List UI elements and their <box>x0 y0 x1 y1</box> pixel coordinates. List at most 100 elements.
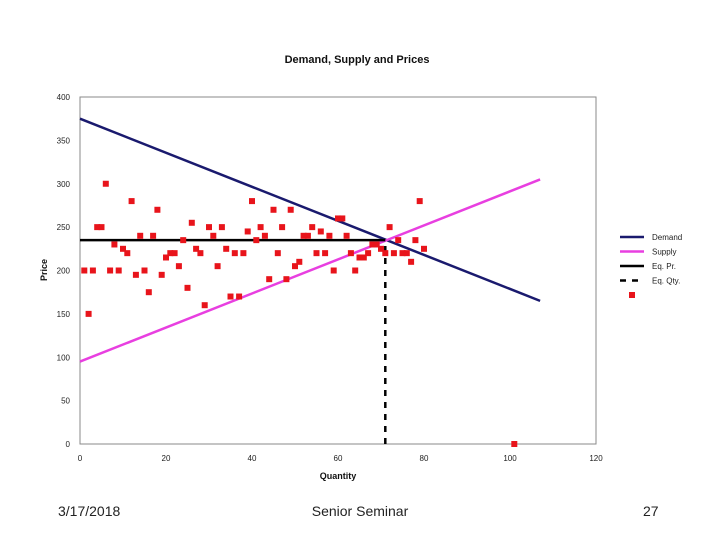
data-point <box>382 250 389 257</box>
y-tick-label: 400 <box>57 93 71 102</box>
data-point <box>171 250 178 257</box>
data-point <box>180 237 187 244</box>
legend-swatch-observations <box>629 292 635 298</box>
data-point <box>270 206 277 213</box>
data-point <box>210 232 217 239</box>
data-point <box>266 276 273 283</box>
data-point <box>395 237 402 244</box>
data-point <box>322 250 329 257</box>
x-tick-label: 80 <box>420 454 429 463</box>
plot-area <box>79 96 597 445</box>
x-tick-label: 0 <box>78 454 83 463</box>
data-point <box>214 263 221 270</box>
data-point <box>158 271 165 278</box>
x-tick-label: 100 <box>503 454 517 463</box>
footer-title: Senior Seminar <box>311 503 409 519</box>
data-point <box>240 250 247 257</box>
chart-title: Demand, Supply and Prices <box>285 54 430 66</box>
data-point <box>283 276 290 283</box>
data-point <box>416 198 423 205</box>
data-point <box>107 267 114 274</box>
data-point <box>274 250 281 257</box>
data-point <box>399 250 406 257</box>
y-axis: 0 50 100 150 200 250 300 350 400 <box>57 93 71 449</box>
data-point <box>292 263 298 270</box>
data-point <box>120 245 126 252</box>
data-point <box>386 224 393 231</box>
data-point <box>330 267 337 274</box>
data-point <box>102 180 109 187</box>
data-point <box>175 263 182 270</box>
data-point <box>85 310 92 317</box>
data-point <box>296 258 303 265</box>
data-point <box>163 254 169 261</box>
data-point <box>369 241 376 248</box>
data-point <box>193 245 200 252</box>
data-point <box>223 245 230 252</box>
data-point <box>253 237 260 244</box>
data-point <box>412 237 419 244</box>
data-point <box>326 232 333 239</box>
legend-label: Eq. Qty. <box>652 277 680 286</box>
data-point <box>249 198 255 205</box>
data-point <box>339 215 346 222</box>
data-point <box>317 228 324 235</box>
data-point <box>335 215 341 222</box>
y-tick-label: 200 <box>57 267 71 276</box>
supply-line <box>79 178 541 363</box>
data-point <box>150 232 157 239</box>
data-point <box>124 250 131 257</box>
legend-label: Demand <box>652 233 682 242</box>
y-tick-label: 50 <box>61 397 70 406</box>
data-point <box>365 250 372 257</box>
x-tick-label: 120 <box>589 454 603 463</box>
data-point <box>188 219 195 226</box>
legend: Demand Supply Eq. Pr. Eq. Qty. <box>620 233 682 298</box>
y-tick-label: 150 <box>57 310 71 319</box>
data-point <box>218 224 225 231</box>
data-point <box>227 293 234 300</box>
data-point <box>421 245 427 252</box>
data-point <box>373 241 380 248</box>
x-tick-label: 20 <box>162 454 171 463</box>
data-point <box>304 232 311 239</box>
data-point <box>206 224 212 231</box>
data-point <box>141 267 148 274</box>
data-point <box>408 258 415 265</box>
page-number: 27 <box>643 503 659 519</box>
data-point <box>167 250 174 257</box>
data-point <box>201 302 208 309</box>
data-point <box>378 245 384 252</box>
y-axis-label: Price <box>39 259 49 281</box>
data-point <box>360 254 367 261</box>
data-point <box>356 254 363 261</box>
data-point <box>197 250 204 257</box>
legend-label: Eq. Pr. <box>652 262 676 271</box>
x-tick-label: 60 <box>334 454 343 463</box>
data-point <box>111 241 118 248</box>
data-point <box>132 271 139 278</box>
data-point <box>81 267 88 274</box>
legend-label: Supply <box>652 248 676 257</box>
data-point <box>115 267 122 274</box>
data-point <box>257 224 264 231</box>
data-point <box>244 228 251 235</box>
y-tick-label: 300 <box>57 180 71 189</box>
data-point <box>261 232 268 239</box>
footer-date: 3/17/2018 <box>58 503 121 519</box>
data-point <box>98 224 105 231</box>
data-point <box>236 293 243 300</box>
data-point <box>403 250 410 257</box>
data-point <box>511 441 518 447</box>
series-layer <box>79 117 541 447</box>
data-point <box>184 284 191 291</box>
data-point <box>300 232 307 239</box>
demand-line <box>79 117 541 303</box>
y-tick-label: 0 <box>66 440 71 449</box>
data-point <box>145 289 152 296</box>
x-axis: 0 20 40 60 80 100 120 <box>78 454 603 463</box>
data-point <box>279 224 286 231</box>
data-point <box>154 206 161 213</box>
data-point <box>309 224 316 231</box>
